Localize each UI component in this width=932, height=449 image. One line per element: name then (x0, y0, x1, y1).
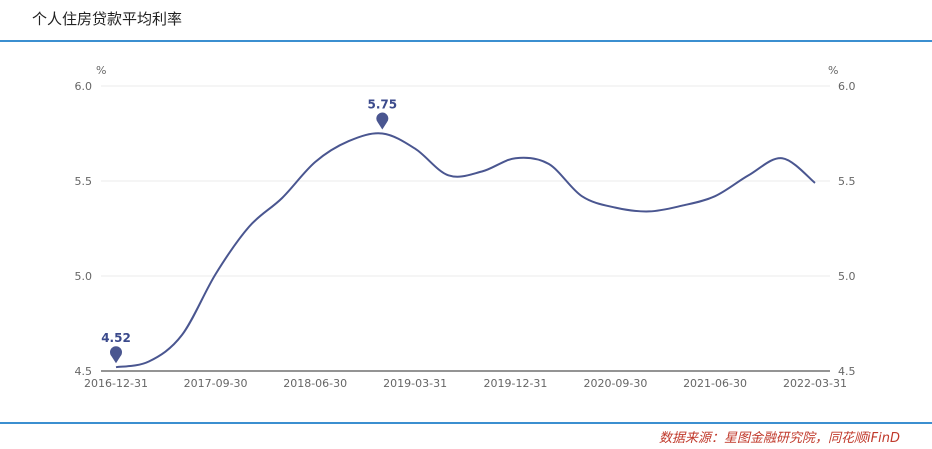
y-tick-label-left: 6.0 (75, 80, 93, 93)
footer-divider (0, 422, 932, 424)
y-tick-label-right: 6.0 (838, 80, 856, 93)
y-unit-right: % (828, 64, 838, 77)
x-tick-label: 2018-06-30 (283, 377, 347, 390)
annotation-label: 4.52 (101, 331, 131, 345)
data-markers: 4.52 5.75 (101, 98, 398, 364)
x-tick-label: 2016-12-31 (84, 377, 148, 390)
y-tick-label-left: 4.5 (75, 365, 93, 378)
annotation-label: 5.75 (368, 98, 398, 112)
chart-title: 个人住房贷款平均利率 (32, 10, 183, 28)
x-tick-label: 2019-12-31 (484, 377, 548, 390)
y-tick-label-right: 5.5 (838, 175, 856, 188)
x-tick-label: 2017-09-30 (184, 377, 248, 390)
x-axis: 2016-12-31 2017-09-30 2018-06-30 2019-03-31… (84, 377, 847, 390)
y-tick-label-right: 5.0 (838, 270, 856, 283)
y-axis-right: 4.5 5.0 5.5 6.0 (838, 80, 856, 378)
annotation-pin (109, 346, 122, 364)
x-tick-label: 2019-03-31 (383, 377, 447, 390)
y-unit-left: % (96, 64, 106, 77)
y-axis-left: 4.5 5.0 5.5 6.0 (75, 80, 93, 378)
x-tick-label: 2022-03-31 (783, 377, 847, 390)
y-tick-label-left: 5.0 (75, 270, 93, 283)
grid-lines (101, 85, 830, 372)
x-tick-label: 2020-09-30 (583, 377, 647, 390)
x-tick-label: 2021-06-30 (683, 377, 747, 390)
y-tick-label-right: 4.5 (838, 365, 856, 378)
series-line (115, 132, 816, 369)
data-source-note: 数据来源：星图金融研究院，同花顺iFinD (659, 431, 900, 446)
header-divider (0, 40, 932, 42)
y-tick-label-left: 5.5 (75, 175, 93, 188)
annotation-pin (376, 112, 389, 130)
